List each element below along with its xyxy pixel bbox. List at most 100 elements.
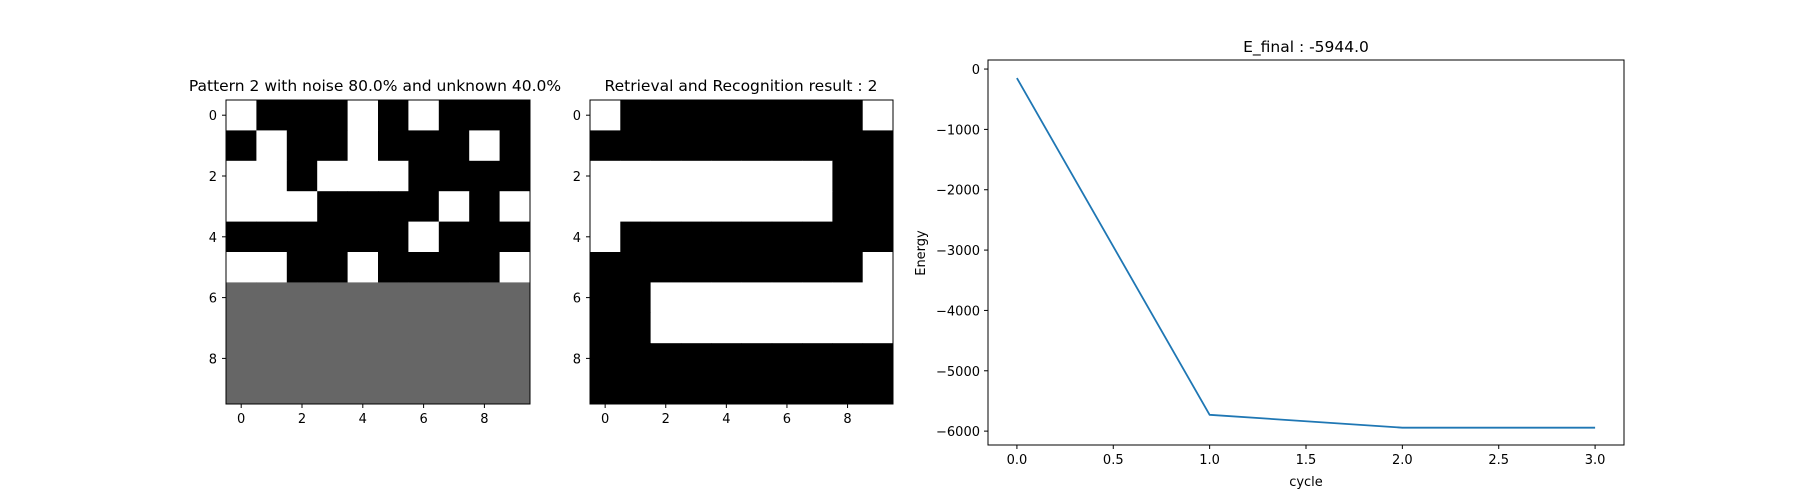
noisy-cell-r6-c8 xyxy=(469,282,500,314)
noisy-cell-r2-c6 xyxy=(408,160,440,192)
retrieved-cell-r8-c5 xyxy=(741,343,773,374)
energy-y-tick-label: −1000 xyxy=(936,123,980,138)
retrieved-cell-r0-c7 xyxy=(802,100,833,131)
retrieved-cell-r7-c8 xyxy=(832,312,864,344)
retrieved-cell-r3-c4 xyxy=(711,191,742,222)
noisy-cell-r9-c0 xyxy=(226,373,257,405)
retrieved-cell-r6-c8 xyxy=(832,282,864,314)
noisy-cell-r0-c7 xyxy=(438,100,470,131)
retrieved-cell-r4-c5 xyxy=(741,221,773,253)
noisy-cell-r2-c3 xyxy=(317,160,348,192)
noisy-cell-r9-c8 xyxy=(469,373,500,405)
noisy-cell-r7-c3 xyxy=(317,312,348,344)
energy-y-tick-label: −5000 xyxy=(936,365,980,380)
noisy-cell-r2-c7 xyxy=(438,160,470,192)
noisy-cell-r6-c7 xyxy=(438,282,470,314)
retrieved-cell-r0-c0 xyxy=(590,100,621,131)
noisy-cell-r7-c1 xyxy=(256,312,288,344)
noisy-cell-r2-c2 xyxy=(286,160,318,192)
retrieved-cell-r2-c1 xyxy=(620,160,651,192)
retrieved-cell-r7-c2 xyxy=(650,312,682,344)
energy-chart-frame xyxy=(987,59,1625,446)
noisy-cell-r1-c6 xyxy=(408,130,440,162)
retrieved-cell-r5-c9 xyxy=(862,252,894,283)
retrieved-cell-r0-c8 xyxy=(832,100,864,131)
retrieved-cell-r4-c9 xyxy=(862,221,894,253)
retrieved-cell-r9-c9 xyxy=(862,373,894,405)
retrieved-cell-r9-c8 xyxy=(832,373,864,405)
retrieved-cell-r3-c9 xyxy=(862,191,894,222)
retrieved-cell-r3-c2 xyxy=(650,191,682,222)
retrieved-cell-r4-c6 xyxy=(771,221,803,253)
retrieved-cell-r8-c9 xyxy=(862,343,894,374)
retrieved-x-tick-label: 4 xyxy=(722,412,730,427)
retrieved-cell-r6-c3 xyxy=(680,282,712,314)
noisy-pattern-title: Pattern 2 with noise 80.0% and unknown 4… xyxy=(189,77,561,95)
retrieved-cell-r5-c6 xyxy=(771,252,803,283)
noisy-cell-r8-c2 xyxy=(286,343,318,374)
noisy-cell-r3-c5 xyxy=(378,191,409,222)
retrieved-cell-r0-c6 xyxy=(771,100,803,131)
noisy-cell-r8-c3 xyxy=(317,343,348,374)
retrieved-cell-r2-c2 xyxy=(650,160,682,192)
retrieved-x-tick-label: 2 xyxy=(662,412,670,427)
retrieved-pattern-frame xyxy=(589,99,894,405)
retrieved-cell-r2-c3 xyxy=(680,160,712,192)
energy-y-axis-label: Energy xyxy=(914,230,929,276)
noisy-cell-r4-c2 xyxy=(286,221,318,253)
retrieved-cell-r5-c8 xyxy=(832,252,864,283)
retrieved-cell-r6-c6 xyxy=(771,282,803,314)
panel-noisy-pattern: Pattern 2 with noise 80.0% and unknown 4… xyxy=(189,77,561,427)
retrieved-cell-r9-c0 xyxy=(590,373,621,405)
noisy-cell-r0-c5 xyxy=(378,100,409,131)
noisy-cell-r6-c4 xyxy=(347,282,379,314)
retrieved-cell-r6-c0 xyxy=(590,282,621,314)
retrieved-cell-r6-c1 xyxy=(620,282,651,314)
retrieved-cell-r7-c1 xyxy=(620,312,651,344)
energy-y-tick-label: 0 xyxy=(972,63,980,78)
noisy-cell-r9-c6 xyxy=(408,373,440,405)
retrieved-pattern-ticks: 0 2 4 6 8 0 2 4 6 8 xyxy=(573,109,852,427)
retrieved-cell-r3-c6 xyxy=(771,191,803,222)
noisy-cell-r3-c3 xyxy=(317,191,348,222)
noisy-cell-r3-c2 xyxy=(286,191,318,222)
noisy-cell-r5-c7 xyxy=(438,252,470,283)
noisy-cell-r9-c3 xyxy=(317,373,348,405)
noisy-cell-r1-c8 xyxy=(469,130,500,162)
noisy-cell-r5-c6 xyxy=(408,252,440,283)
retrieved-cell-r0-c4 xyxy=(711,100,742,131)
retrieved-cell-r7-c4 xyxy=(711,312,742,344)
noisy-cell-r1-c5 xyxy=(378,130,409,162)
retrieved-cell-r1-c6 xyxy=(771,130,803,162)
noisy-y-tick-label: 6 xyxy=(209,292,217,307)
noisy-cell-r3-c4 xyxy=(347,191,379,222)
noisy-cell-r4-c3 xyxy=(317,221,348,253)
retrieved-cell-r1-c1 xyxy=(620,130,651,162)
noisy-cell-r3-c6 xyxy=(408,191,440,222)
retrieved-cell-r7-c3 xyxy=(680,312,712,344)
retrieved-cell-r7-c5 xyxy=(741,312,773,344)
noisy-x-tick-label: 4 xyxy=(359,412,367,427)
retrieved-cell-r5-c4 xyxy=(711,252,742,283)
noisy-cell-r1-c7 xyxy=(438,130,470,162)
retrieved-cell-r9-c7 xyxy=(802,373,833,405)
energy-y-tick-label: −6000 xyxy=(936,425,980,440)
retrieved-cell-r6-c2 xyxy=(650,282,682,314)
retrieved-cell-r8-c8 xyxy=(832,343,864,374)
retrieved-cell-r4-c3 xyxy=(680,221,712,253)
retrieved-cell-r7-c0 xyxy=(590,312,621,344)
retrieved-cell-r9-c5 xyxy=(741,373,773,405)
noisy-cell-r7-c7 xyxy=(438,312,470,344)
noisy-cell-r2-c1 xyxy=(256,160,288,192)
retrieved-cell-r0-c5 xyxy=(741,100,773,131)
retrieved-cell-r5-c0 xyxy=(590,252,621,283)
retrieved-cell-r4-c0 xyxy=(590,221,621,253)
noisy-cell-r0-c1 xyxy=(256,100,288,131)
retrieved-x-tick-label: 6 xyxy=(783,412,791,427)
retrieved-cell-r2-c9 xyxy=(862,160,894,192)
noisy-cell-r9-c1 xyxy=(256,373,288,405)
retrieved-cell-r6-c7 xyxy=(802,282,833,314)
retrieved-cell-r8-c1 xyxy=(620,343,651,374)
retrieved-cell-r9-c4 xyxy=(711,373,742,405)
